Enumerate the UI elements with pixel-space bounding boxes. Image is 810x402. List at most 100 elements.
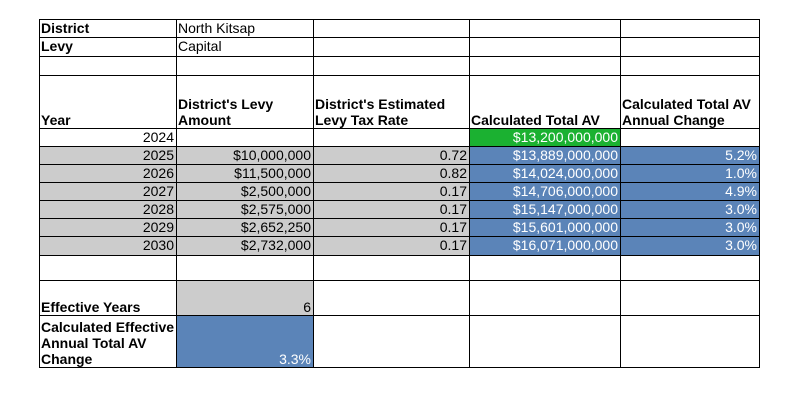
tax-rate-cell[interactable] xyxy=(313,128,470,147)
empty-cell[interactable] xyxy=(469,315,621,368)
empty-cell[interactable] xyxy=(313,315,470,368)
av-change-cell[interactable]: 5.2% xyxy=(620,146,760,165)
tax-rate-cell[interactable]: 0.17 xyxy=(313,200,470,219)
av-change-value: 3.0% xyxy=(725,219,757,235)
empty-cell[interactable] xyxy=(469,280,621,316)
empty-cell[interactable] xyxy=(176,255,314,281)
empty-cell[interactable] xyxy=(469,255,621,281)
header-total-av[interactable]: Calculated Total AV xyxy=(469,75,621,129)
empty-cell[interactable] xyxy=(469,19,621,38)
effective-change-label: Calculated Effective Annual Total AV Cha… xyxy=(41,319,175,367)
empty-cell[interactable] xyxy=(313,37,470,57)
year-value: 2028 xyxy=(142,201,174,217)
header-av-change-label: Calculated Total AV Annual Change xyxy=(622,96,751,128)
levy-amount-value: $2,652,250 xyxy=(240,219,311,235)
header-tax-rate[interactable]: District's Estimated Levy Tax Rate xyxy=(313,75,470,129)
av-change-cell[interactable] xyxy=(620,128,760,147)
levy-amount-value: $2,500,000 xyxy=(240,183,311,199)
effective-years-value: 6 xyxy=(303,299,311,315)
total-av-cell[interactable]: $15,147,000,000 xyxy=(469,200,621,219)
total-av-cell[interactable]: $16,071,000,000 xyxy=(469,236,621,256)
effective-years-value-cell[interactable]: 6 xyxy=(176,280,314,316)
levy-label-cell[interactable]: Levy xyxy=(39,37,177,57)
year-cell[interactable]: 2030 xyxy=(39,236,177,256)
total-av-cell[interactable]: $13,889,000,000 xyxy=(469,146,621,165)
district-value: North Kitsap xyxy=(178,20,256,36)
av-change-value: 3.0% xyxy=(725,201,757,217)
levy-value: Capital xyxy=(178,38,222,54)
effective-years-label: Effective Years xyxy=(41,299,141,315)
total-av-value: $15,601,000,000 xyxy=(512,219,618,235)
empty-cell[interactable] xyxy=(620,315,760,368)
levy-amount-cell[interactable]: $2,732,000 xyxy=(176,236,314,256)
empty-cell[interactable] xyxy=(39,56,177,76)
empty-cell[interactable] xyxy=(313,280,470,316)
av-change-cell[interactable]: 1.0% xyxy=(620,164,760,183)
empty-cell[interactable] xyxy=(469,56,621,76)
av-change-cell[interactable]: 3.0% xyxy=(620,236,760,256)
tax-rate-cell[interactable]: 0.82 xyxy=(313,164,470,183)
empty-cell[interactable] xyxy=(620,56,760,76)
total-av-value: $14,706,000,000 xyxy=(512,183,618,199)
effective-change-label-cell[interactable]: Calculated Effective Annual Total AV Cha… xyxy=(39,315,177,368)
av-change-value: 3.0% xyxy=(725,237,757,253)
effective-years-label-cell[interactable]: Effective Years xyxy=(39,280,177,316)
total-av-value: $14,024,000,000 xyxy=(512,165,618,181)
district-value-cell[interactable]: North Kitsap xyxy=(176,19,314,38)
av-change-cell[interactable]: 4.9% xyxy=(620,182,760,201)
year-cell[interactable]: 2025 xyxy=(39,146,177,165)
total-av-cell[interactable]: $14,706,000,000 xyxy=(469,182,621,201)
year-cell[interactable]: 2024 xyxy=(39,128,177,147)
empty-cell[interactable] xyxy=(176,56,314,76)
empty-cell[interactable] xyxy=(620,255,760,281)
levy-amount-cell[interactable]: $2,652,250 xyxy=(176,218,314,237)
year-cell[interactable]: 2027 xyxy=(39,182,177,201)
empty-cell[interactable] xyxy=(313,56,470,76)
av-change-cell[interactable]: 3.0% xyxy=(620,218,760,237)
header-av-change[interactable]: Calculated Total AV Annual Change xyxy=(620,75,760,129)
av-change-value: 1.0% xyxy=(725,165,757,181)
levy-amount-cell[interactable]: $11,500,000 xyxy=(176,164,314,183)
year-value: 2026 xyxy=(142,165,174,181)
year-value: 2030 xyxy=(142,237,174,253)
levy-amount-value: $2,732,000 xyxy=(240,237,311,253)
district-label-cell[interactable]: District xyxy=(39,19,177,38)
header-year-label: Year xyxy=(41,112,71,128)
empty-cell[interactable] xyxy=(39,255,177,281)
total-av-cell[interactable]: $14,024,000,000 xyxy=(469,164,621,183)
header-year[interactable]: Year xyxy=(39,75,177,129)
empty-cell[interactable] xyxy=(469,37,621,57)
header-levy-amount[interactable]: District's Levy Amount xyxy=(176,75,314,129)
total-av-cell[interactable]: $13,200,000,000 xyxy=(469,128,621,147)
district-label: District xyxy=(41,20,90,36)
tax-rate-cell[interactable]: 0.17 xyxy=(313,236,470,256)
empty-cell[interactable] xyxy=(313,255,470,281)
levy-value-cell[interactable]: Capital xyxy=(176,37,314,57)
levy-label: Levy xyxy=(41,38,73,54)
tax-rate-value: 0.17 xyxy=(439,219,467,235)
effective-change-value-cell[interactable]: 3.3% xyxy=(176,315,314,368)
tax-rate-cell[interactable]: 0.17 xyxy=(313,218,470,237)
levy-amount-value: $11,500,000 xyxy=(234,165,311,181)
empty-cell[interactable] xyxy=(620,37,760,57)
empty-cell[interactable] xyxy=(620,280,760,316)
empty-cell[interactable] xyxy=(620,19,760,38)
year-cell[interactable]: 2026 xyxy=(39,164,177,183)
total-av-cell[interactable]: $15,601,000,000 xyxy=(469,218,621,237)
tax-rate-cell[interactable]: 0.72 xyxy=(313,146,470,165)
tax-rate-cell[interactable]: 0.17 xyxy=(313,182,470,201)
levy-amount-cell[interactable]: $2,500,000 xyxy=(176,182,314,201)
levy-amount-value: $10,000,000 xyxy=(233,147,311,163)
year-cell[interactable]: 2028 xyxy=(39,200,177,219)
total-av-value: $16,071,000,000 xyxy=(512,237,618,253)
av-change-cell[interactable]: 3.0% xyxy=(620,200,760,219)
tax-rate-value: 0.82 xyxy=(439,165,467,181)
empty-cell[interactable] xyxy=(313,19,470,38)
effective-change-value: 3.3% xyxy=(279,351,311,367)
levy-amount-cell[interactable]: $10,000,000 xyxy=(176,146,314,165)
levy-amount-cell[interactable]: $2,575,000 xyxy=(176,200,314,219)
levy-amount-cell[interactable] xyxy=(176,128,314,147)
levy-amount-value: $2,575,000 xyxy=(240,201,311,217)
year-cell[interactable]: 2029 xyxy=(39,218,177,237)
year-value: 2025 xyxy=(142,147,174,163)
